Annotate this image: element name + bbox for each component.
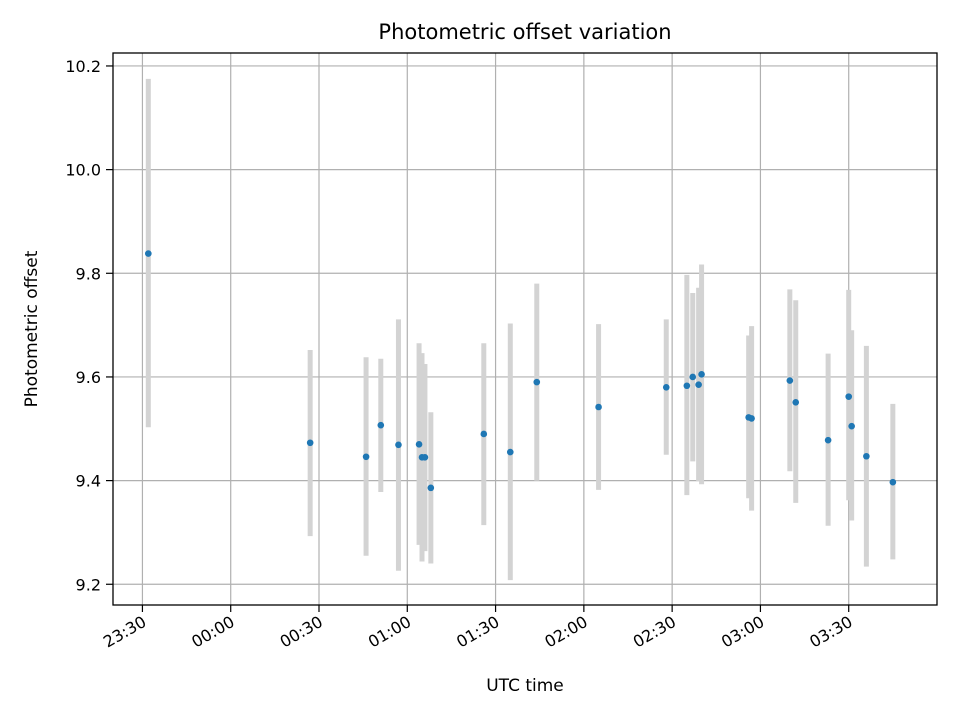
- data-point: [845, 393, 853, 400]
- plot-frame: [112, 52, 938, 606]
- data-point: [362, 453, 370, 461]
- data-point: [848, 422, 855, 430]
- data-point: [689, 373, 697, 381]
- y-tick-label: 10.0: [65, 161, 101, 180]
- data-point: [683, 382, 691, 390]
- chart-title: Photometric offset variation: [378, 20, 671, 44]
- data-point: [595, 403, 602, 411]
- data-point: [748, 415, 755, 422]
- y-tick-label: 9.2: [76, 575, 101, 594]
- data-point: [415, 441, 423, 448]
- data-point: [824, 436, 832, 444]
- data-point: [533, 378, 541, 386]
- data-point: [889, 478, 897, 486]
- data-point: [480, 430, 488, 438]
- data-point: [145, 250, 152, 257]
- data-point: [863, 452, 870, 460]
- y-tick-label: 9.8: [76, 264, 101, 283]
- x-axis-label: UTC time: [486, 676, 564, 696]
- data-points: [145, 250, 897, 492]
- data-point: [427, 484, 435, 492]
- y-axis-label: Photometric offset: [22, 250, 42, 407]
- data-point: [698, 371, 705, 378]
- data-point: [395, 441, 402, 449]
- data-point: [786, 377, 794, 384]
- y-tick-label: 10.2: [65, 57, 101, 76]
- data-point: [421, 453, 429, 461]
- y-tick-label: 9.6: [76, 368, 101, 387]
- data-point: [662, 384, 670, 391]
- y-axis: 9.2 9.4 9.6 9.8 10.0 10.2: [65, 57, 113, 594]
- data-point: [506, 448, 514, 456]
- data-point: [695, 381, 702, 389]
- data-point: [377, 421, 385, 429]
- data-point: [306, 439, 314, 447]
- grid: [113, 53, 937, 605]
- data-point: [792, 399, 800, 406]
- y-tick-label: 9.4: [76, 472, 101, 491]
